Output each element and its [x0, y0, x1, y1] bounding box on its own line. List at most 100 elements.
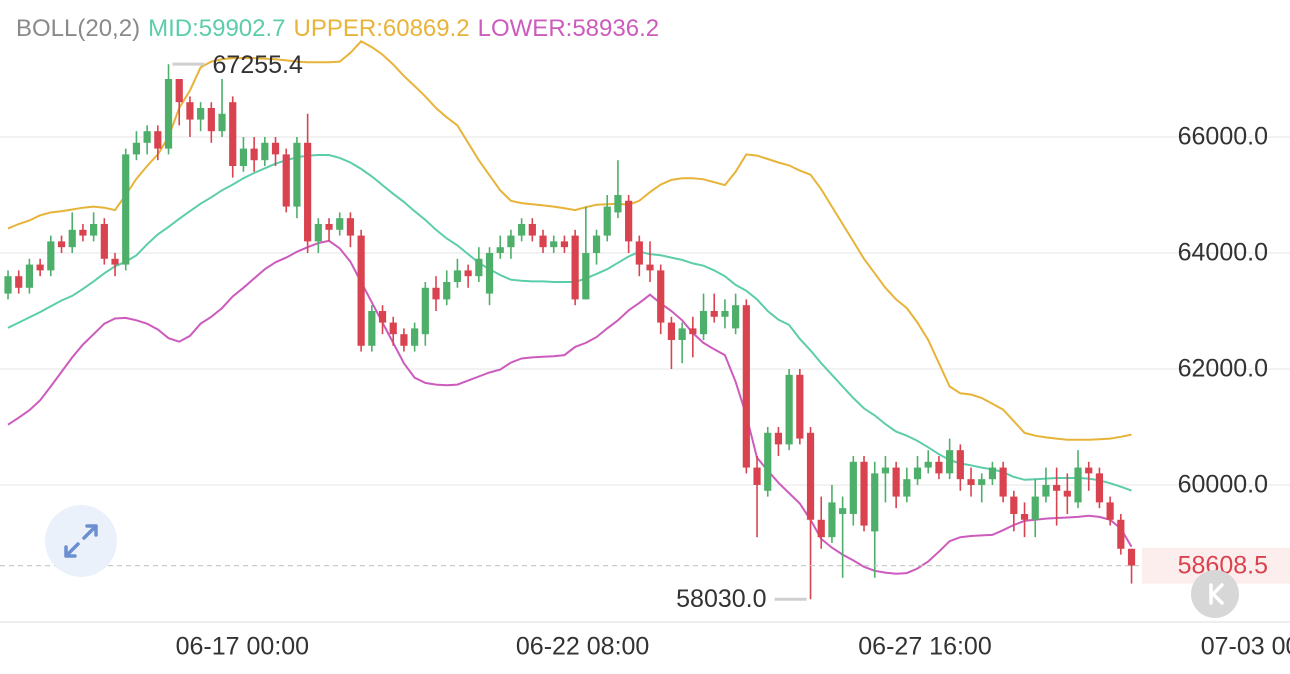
- candle-body: [1117, 519, 1125, 549]
- candle-body: [1095, 473, 1104, 503]
- candle-body: [699, 310, 708, 335]
- candle-body: [1010, 496, 1018, 514]
- candle-body: [111, 258, 119, 265]
- candle-body: [518, 223, 526, 236]
- candle-body: [806, 432, 815, 520]
- candle-body: [507, 235, 515, 248]
- candle-body: [154, 131, 162, 149]
- candle-body: [689, 328, 697, 335]
- candle-body: [357, 235, 365, 346]
- candle-body: [753, 467, 761, 485]
- band-line: [7, 154, 1132, 492]
- candle-body: [1042, 484, 1050, 497]
- candle-body: [314, 223, 322, 242]
- candle-body: [582, 252, 590, 300]
- candle-body: [935, 461, 943, 474]
- expand-icon: [64, 524, 98, 558]
- x-tick-label: 06-22 08:00: [516, 633, 649, 661]
- candle-body: [261, 142, 269, 161]
- candle-body: [967, 479, 975, 485]
- candle-body: [100, 223, 108, 259]
- candle-body: [903, 479, 911, 497]
- candle-body: [774, 432, 783, 445]
- candle-body: [368, 310, 376, 346]
- candle-body: [646, 264, 654, 271]
- candle-body: [871, 473, 879, 532]
- candle-body: [325, 223, 333, 230]
- candle-body: [657, 270, 665, 323]
- candle-body: [271, 142, 280, 155]
- candle-body: [378, 310, 387, 323]
- candle-body: [122, 154, 130, 265]
- candle-body: [400, 334, 408, 346]
- candle-body: [592, 235, 601, 253]
- candle-body: [999, 467, 1007, 497]
- candle-body: [839, 508, 847, 514]
- expand-button[interactable]: [45, 505, 117, 577]
- candle-body: [293, 142, 301, 207]
- y-tick-label: 62000.0: [1178, 355, 1268, 383]
- candle-body: [721, 310, 729, 317]
- band-line: [7, 239, 1133, 575]
- indicator: BOLL(20,2): [16, 15, 140, 42]
- candle-body: [892, 467, 900, 497]
- candle-body: [625, 200, 633, 242]
- candle-body: [635, 241, 643, 265]
- candle-body: [560, 241, 569, 248]
- candle-body: [453, 270, 462, 282]
- candle-body: [849, 461, 857, 514]
- legend-name: MID: [148, 15, 192, 42]
- candle-body: [25, 264, 34, 288]
- candle-body: [346, 218, 355, 236]
- candle-body: [796, 374, 804, 439]
- candle-body: [603, 206, 611, 236]
- x-tick-label: 07-03 00:00: [1201, 633, 1290, 661]
- candle-body: [1063, 490, 1071, 497]
- x-tick-label: 06-17 00:00: [176, 633, 309, 661]
- candle-body: [79, 229, 87, 236]
- legend-sep: :: [376, 15, 383, 42]
- min-label: 58030.0: [676, 585, 766, 613]
- candle-body: [15, 276, 23, 288]
- candle-body: [528, 223, 536, 236]
- max-label: 67255.4: [213, 51, 303, 79]
- candle-body: [475, 258, 483, 277]
- candle-body: [239, 148, 248, 166]
- y-tick-label: 60000.0: [1178, 471, 1268, 499]
- candle-body: [956, 450, 964, 480]
- candle-body: [742, 305, 750, 468]
- candle-body: [207, 107, 215, 132]
- legend-value: 58936.2: [572, 15, 659, 42]
- candle-body: [539, 235, 547, 248]
- candle-body: [1053, 484, 1061, 491]
- candle-body: [828, 502, 836, 538]
- candle-body: [785, 374, 793, 445]
- candle-body: [614, 194, 622, 213]
- bands: [7, 40, 1133, 575]
- candle-body: [732, 305, 740, 329]
- candle-body: [1031, 496, 1039, 520]
- legend-value: 59902.7: [199, 15, 286, 42]
- candle-body: [336, 218, 344, 230]
- candle-body: [860, 461, 868, 526]
- legend-name: UPPER: [294, 15, 377, 42]
- y-tick-label: 64000.0: [1178, 239, 1268, 267]
- candle-body: [143, 131, 151, 143]
- candle-body: [250, 148, 258, 161]
- candle-body: [1085, 467, 1093, 474]
- candle-body: [229, 102, 237, 166]
- candle-body: [218, 113, 226, 132]
- candle-body: [913, 467, 922, 480]
- candle-body: [175, 78, 183, 103]
- legend-name: LOWER: [478, 15, 566, 42]
- candle-body: [389, 322, 397, 335]
- y-tick-label: 66000.0: [1178, 123, 1268, 151]
- candle-body: [411, 328, 419, 346]
- candle-body: [4, 276, 12, 294]
- candle-body: [90, 223, 98, 236]
- candle-body: [881, 467, 890, 474]
- candle-body: [924, 461, 932, 468]
- candle-body: [496, 247, 504, 253]
- candle-body: [710, 310, 718, 317]
- legend-value: 60869.2: [383, 15, 470, 42]
